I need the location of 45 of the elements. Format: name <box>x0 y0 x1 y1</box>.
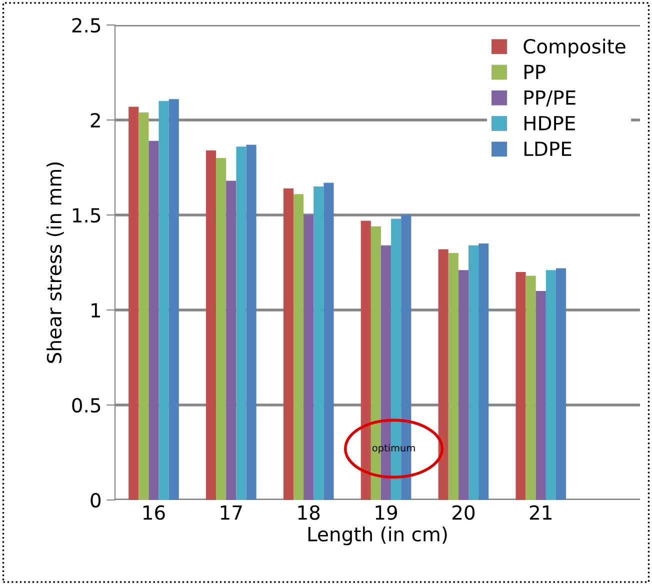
bar <box>168 99 179 500</box>
y-axis-title: Shear stress (in mm) <box>46 162 64 363</box>
bar <box>216 158 226 500</box>
legend-label: HDPE <box>524 116 575 130</box>
legend-label: PP/PE <box>524 90 576 106</box>
x-tick-label: 16 <box>143 505 165 520</box>
x-tick-label: 20 <box>452 505 475 520</box>
x-tick-label: 18 <box>298 505 320 520</box>
x-tick-label: 17 <box>220 505 242 520</box>
x-axis-title: Length (in cm) <box>308 526 447 546</box>
bar <box>226 180 236 500</box>
bar <box>138 112 149 500</box>
bar <box>128 106 139 500</box>
x-tick-label: 19 <box>376 505 398 520</box>
bar <box>478 244 489 500</box>
bar <box>458 270 468 500</box>
y-tick-label: 1.5 <box>73 208 100 223</box>
y-tick-label: 0.5 <box>72 398 100 413</box>
y-tick-label: 0 <box>90 492 101 508</box>
bar <box>438 249 448 500</box>
bar <box>556 268 566 500</box>
bar <box>468 245 479 500</box>
bar <box>206 150 216 500</box>
bar <box>246 144 256 500</box>
legend-label: Composite <box>524 38 626 58</box>
bar <box>360 220 371 500</box>
bar <box>283 188 294 500</box>
bar <box>293 194 304 500</box>
bar <box>148 140 159 500</box>
legend-label: LDPE <box>524 142 572 156</box>
bar <box>314 186 324 500</box>
x-tick-label: 21 <box>530 505 552 520</box>
y-tick-label: 1 <box>92 303 100 318</box>
bar <box>448 253 458 500</box>
bar <box>324 182 334 500</box>
bar <box>546 270 556 500</box>
bar <box>158 101 169 500</box>
y-tick-label: 2.5 <box>72 18 100 33</box>
y-tick-label: 2 <box>90 112 100 128</box>
legend-label: PP <box>524 64 546 80</box>
bar <box>304 215 314 500</box>
bar <box>536 291 546 500</box>
bar <box>236 146 246 500</box>
bar <box>516 272 526 500</box>
bar <box>526 276 536 500</box>
